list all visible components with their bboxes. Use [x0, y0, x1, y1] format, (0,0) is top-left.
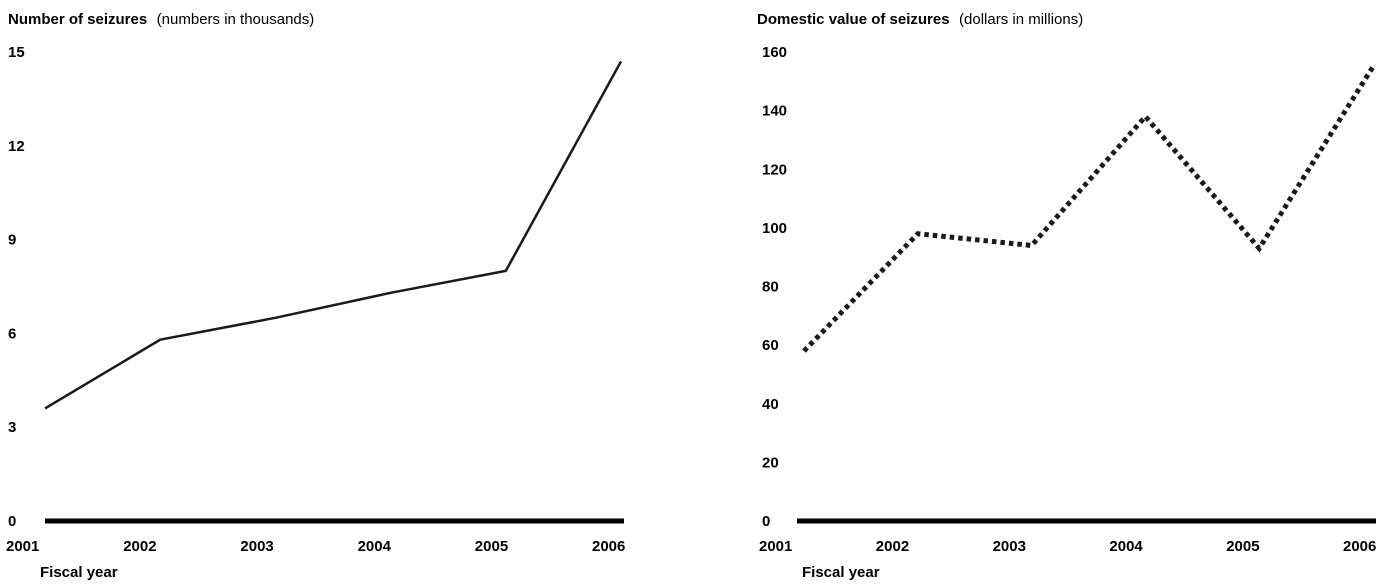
- x-axis-label: Fiscal year: [802, 564, 880, 581]
- chart-subtitle: (numbers in thousands): [157, 11, 315, 28]
- y-tick-label: 40: [762, 396, 779, 413]
- x-tick-label: 2004: [1109, 538, 1143, 555]
- data-point: [273, 316, 277, 320]
- svg-text:Domestic value of seizures: Domestic value of seizures (dollars in m…: [757, 11, 1083, 28]
- y-tick-labels: 0 20 40 60 80 100 120 140 160: [762, 44, 787, 530]
- data-point: [802, 349, 806, 353]
- x-tick-label: 2002: [876, 538, 909, 555]
- x-tick-label: 2001: [759, 538, 792, 555]
- y-tick-label: 100: [762, 220, 787, 237]
- y-tick-label: 80: [762, 279, 779, 296]
- x-tick-label: 2004: [358, 538, 392, 555]
- data-point: [1143, 114, 1147, 118]
- series-line: [802, 65, 1376, 353]
- x-tick-label: 2005: [1226, 538, 1259, 555]
- y-tick-label: 0: [762, 513, 770, 530]
- series-line: [44, 60, 623, 410]
- x-tick-label: 2005: [475, 538, 508, 555]
- chart-title: Domestic value of seizures: [757, 11, 950, 28]
- data-point: [1257, 246, 1261, 250]
- y-tick-label: 160: [762, 44, 787, 61]
- x-tick-label: 2001: [6, 538, 39, 555]
- seizures-count-chart: Number of seizures (numbers in thousands…: [6, 11, 625, 581]
- seizures-value-chart: Domestic value of seizures (dollars in m…: [757, 11, 1376, 581]
- data-point: [1371, 65, 1375, 69]
- y-tick-label: 60: [762, 337, 779, 354]
- data-point: [1030, 243, 1034, 247]
- data-point: [916, 232, 920, 236]
- y-tick-label: 20: [762, 454, 779, 471]
- y-tick-label: 140: [762, 103, 787, 120]
- x-axis-label: Fiscal year: [40, 564, 118, 581]
- data-point: [619, 59, 623, 63]
- y-tick-label: 6: [8, 325, 16, 342]
- y-tick-label: 12: [8, 138, 25, 155]
- x-tick-labels: 2001 2002 2003 2004 2005 2006: [759, 538, 1376, 555]
- data-point: [389, 291, 393, 295]
- x-tick-label: 2003: [993, 538, 1026, 555]
- y-tick-label: 15: [8, 44, 25, 61]
- y-tick-label: 9: [8, 232, 16, 249]
- y-tick-label: 3: [8, 419, 16, 436]
- series-points: [802, 65, 1375, 353]
- x-tick-label: 2006: [1343, 538, 1376, 555]
- y-tick-labels: 0 3 6 9 12 15: [8, 44, 25, 530]
- x-tick-label: 2002: [123, 538, 156, 555]
- y-tick-label: 0: [8, 513, 16, 530]
- x-tick-label: 2006: [592, 538, 625, 555]
- x-tick-label: 2003: [240, 538, 273, 555]
- data-point: [43, 406, 47, 410]
- chart-title: Number of seizures: [8, 11, 147, 28]
- data-point: [158, 338, 162, 342]
- svg-text:Number of seizures (numb: Number of seizures (numbers in thousands…: [8, 11, 314, 28]
- x-tick-labels: 2001 2002 2003 2004 2005 2006: [6, 538, 625, 555]
- y-tick-label: 120: [762, 161, 787, 178]
- chart-subtitle: (dollars in millions): [959, 11, 1083, 28]
- data-point: [504, 269, 508, 273]
